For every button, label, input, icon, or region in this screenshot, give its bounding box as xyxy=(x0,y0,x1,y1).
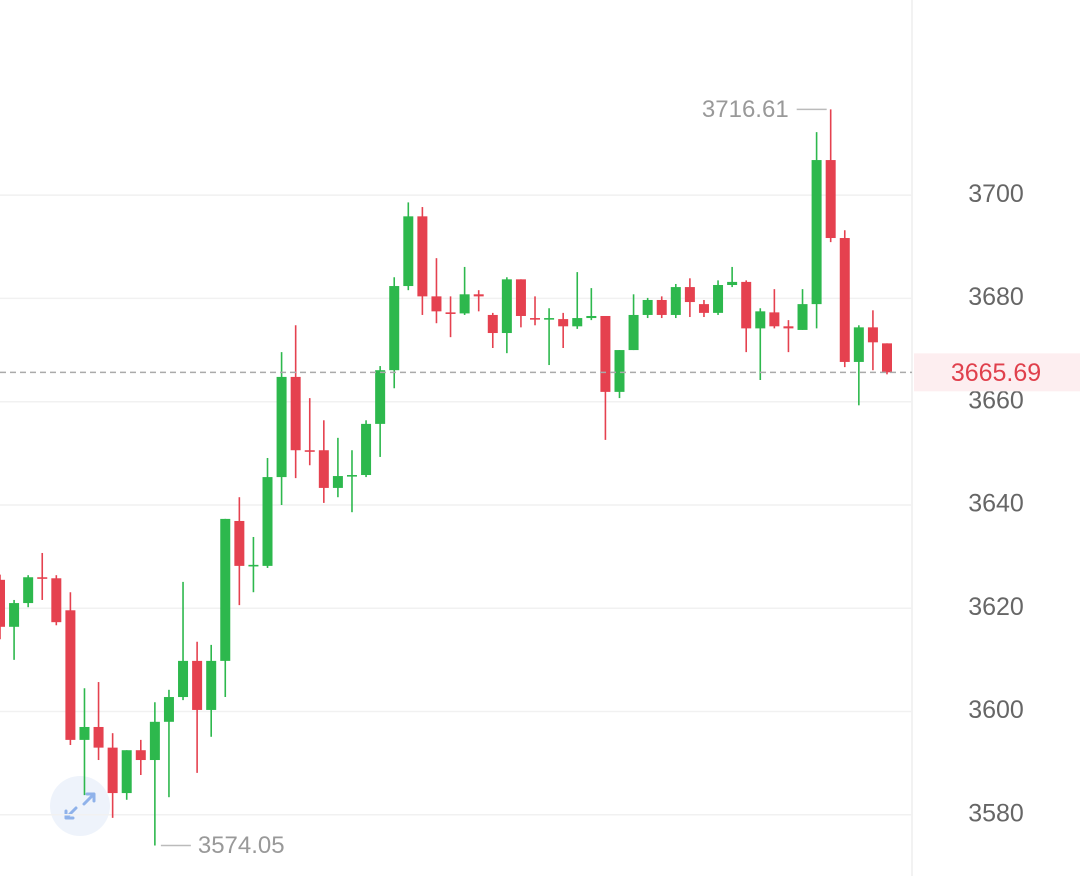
candle-body xyxy=(332,476,343,488)
candle-body xyxy=(304,450,315,452)
candle-body xyxy=(9,603,20,627)
y-tick-label: 3640 xyxy=(968,490,1024,518)
candle-body xyxy=(375,370,386,424)
candle-body xyxy=(178,660,189,698)
candle-body xyxy=(459,294,470,314)
candle-body xyxy=(51,578,62,623)
candle-body xyxy=(544,318,555,320)
candle-body xyxy=(65,610,76,740)
candle-body xyxy=(220,518,231,661)
candle-body xyxy=(192,660,203,710)
candle-body xyxy=(769,312,780,327)
candle-body xyxy=(741,281,752,329)
candle-body xyxy=(755,311,766,329)
candle-body xyxy=(276,376,287,478)
candle-body xyxy=(473,294,484,297)
candle-body xyxy=(713,285,724,313)
candle-body xyxy=(403,216,414,287)
candle-body xyxy=(867,327,878,343)
candle-body xyxy=(515,279,526,316)
candle-body xyxy=(107,747,118,794)
y-tick-label: 3580 xyxy=(968,799,1024,827)
candle-body xyxy=(642,299,653,315)
candle-body xyxy=(135,750,146,761)
candle-body xyxy=(121,750,132,794)
candle-body xyxy=(811,160,822,305)
y-tick-label: 3600 xyxy=(968,696,1024,724)
max-label: 3716.61 xyxy=(702,96,789,123)
candle-body xyxy=(149,721,160,761)
candle-body xyxy=(445,312,456,314)
candle-body xyxy=(0,579,5,627)
y-tick-label: 3700 xyxy=(968,180,1024,208)
candle-body xyxy=(839,238,850,362)
candle-body xyxy=(558,319,569,327)
candle-body xyxy=(600,315,611,392)
candle-body xyxy=(501,279,512,334)
candle-body xyxy=(23,577,34,604)
candle-body xyxy=(431,296,442,312)
candle-body xyxy=(628,314,639,351)
candle-body xyxy=(37,577,48,579)
candle-body xyxy=(614,350,625,392)
expand-icon[interactable] xyxy=(50,776,110,836)
candle-body xyxy=(361,423,372,476)
candle-body xyxy=(572,318,583,327)
candle-body xyxy=(727,281,738,286)
candle-body xyxy=(163,697,174,722)
last-price-label: 3665.69 xyxy=(951,359,1041,387)
candle-body xyxy=(79,726,90,740)
candle-body xyxy=(206,660,217,710)
y-tick-label: 3620 xyxy=(968,593,1024,621)
candle-body xyxy=(248,564,259,567)
last-price-bg xyxy=(914,353,1080,392)
candle-body xyxy=(853,327,864,362)
candle-body xyxy=(882,343,892,373)
candle-body xyxy=(797,304,808,330)
candle-body xyxy=(670,287,681,315)
y-tick-label: 3680 xyxy=(968,283,1024,311)
icon-bg xyxy=(50,776,110,836)
candle-body xyxy=(290,376,301,451)
candle-body xyxy=(783,326,794,329)
candle-body xyxy=(389,286,400,371)
candle-body xyxy=(530,318,541,320)
candle-body xyxy=(417,216,428,297)
candle-body xyxy=(684,287,695,303)
candle-body xyxy=(656,299,667,315)
candle-body xyxy=(487,314,498,334)
candle-body xyxy=(825,160,836,239)
candle-body xyxy=(346,475,357,477)
candle-body xyxy=(698,304,709,313)
candle-body xyxy=(262,477,273,566)
candle-body xyxy=(318,450,329,488)
candle-body xyxy=(586,315,597,319)
candle-body xyxy=(93,726,104,748)
candle-body xyxy=(234,520,245,566)
min-label: 3574.05 xyxy=(198,832,285,859)
